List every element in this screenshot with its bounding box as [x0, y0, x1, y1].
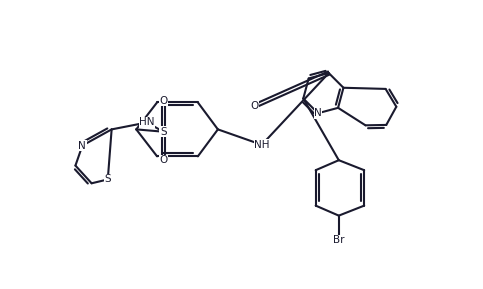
Text: O: O: [159, 96, 167, 106]
Text: Br: Br: [333, 235, 344, 245]
Text: HN: HN: [139, 117, 155, 127]
Text: NH: NH: [254, 140, 270, 150]
Text: S: S: [104, 175, 111, 184]
Text: N: N: [79, 140, 86, 151]
Text: O: O: [159, 155, 167, 165]
Text: O: O: [250, 101, 258, 111]
Text: S: S: [160, 127, 167, 137]
Text: N: N: [314, 108, 322, 118]
